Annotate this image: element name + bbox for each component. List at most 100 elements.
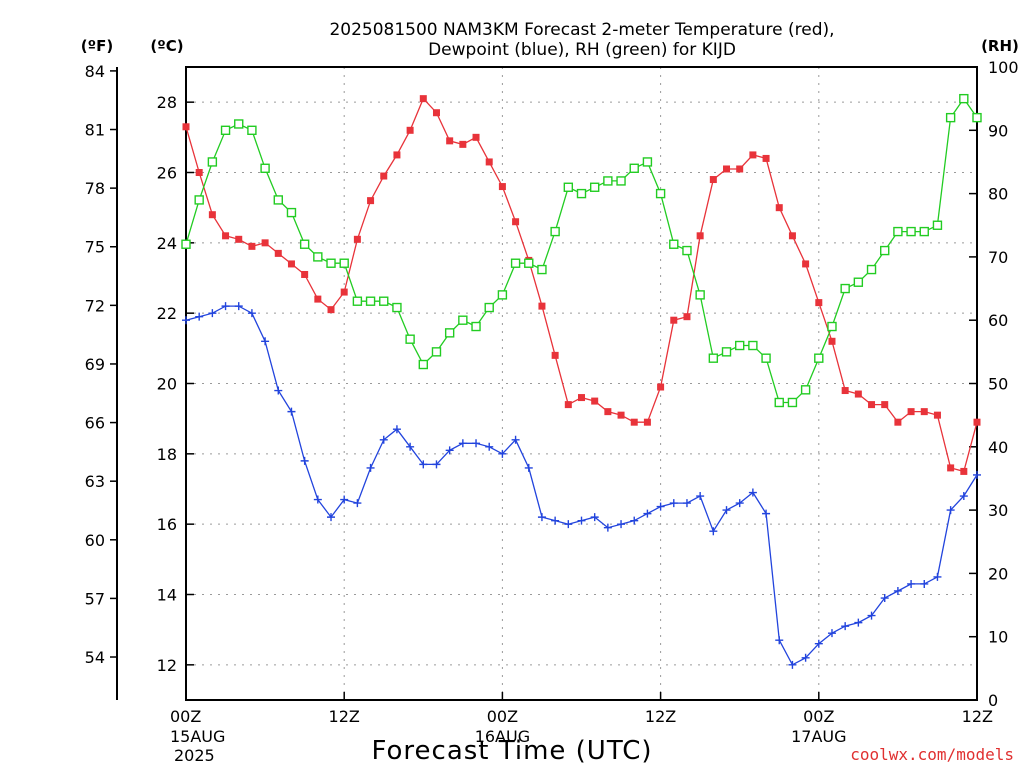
temperature-point-1 <box>195 169 203 176</box>
dewpoint-point-0 <box>182 316 190 325</box>
temperature-point-53 <box>881 401 889 409</box>
dewpoint-point-2 <box>208 309 217 318</box>
rh-tick-label-50: 50 <box>988 375 1008 394</box>
rh-point-4 <box>234 119 244 129</box>
rh-point-54 <box>893 226 903 237</box>
dewpoint-point-15 <box>379 435 388 444</box>
dewpoint-point-7 <box>274 386 283 395</box>
dewpoint-point-56 <box>920 579 929 588</box>
dewpoint-point-50 <box>841 622 850 631</box>
dewpoint-point-29 <box>564 520 573 529</box>
rh-point-2 <box>207 157 218 167</box>
rh-point-45 <box>774 397 784 408</box>
f-tick-label-60: 60 <box>85 531 105 550</box>
f-tick-label-69: 69 <box>85 355 105 374</box>
rh-tick-label-80: 80 <box>988 185 1008 204</box>
f-tick-label-54: 54 <box>85 648 105 667</box>
chart-title-line1: 2025081500 NAM3KM Forecast 2-meter Tempe… <box>329 20 834 40</box>
rh-point-35 <box>642 157 653 167</box>
dewpoint-point-53 <box>880 594 889 603</box>
rh-tick-label-70: 70 <box>988 248 1008 267</box>
dewpoint-point-31 <box>590 513 599 522</box>
temperature-point-21 <box>459 140 467 148</box>
dewpoint-point-28 <box>551 516 560 525</box>
temperature-point-33 <box>617 411 625 419</box>
rh-point-11 <box>326 258 336 268</box>
dewpoint-point-11 <box>327 513 336 522</box>
rh-point-51 <box>853 277 864 287</box>
rh-point-56 <box>919 226 929 237</box>
temperature-point-13 <box>353 235 361 243</box>
temperature-point-43 <box>749 151 757 159</box>
temperature-point-0 <box>182 123 190 131</box>
rh-point-30 <box>576 188 587 199</box>
temperature-point-15 <box>380 172 388 180</box>
rh-point-5 <box>247 125 257 136</box>
dewpoint-point-39 <box>696 492 705 501</box>
grid-lines <box>186 67 977 700</box>
temperature-point-48 <box>815 299 823 307</box>
f-tick-label-72: 72 <box>85 296 105 315</box>
dewpoint-point-23 <box>485 442 494 451</box>
temperature-point-11 <box>327 306 335 314</box>
temperature-point-24 <box>498 183 506 191</box>
rh-point-40 <box>708 353 719 363</box>
dewpoint-point-59 <box>959 492 968 501</box>
temperature-point-8 <box>287 260 295 268</box>
dewpoint-point-27 <box>537 513 546 522</box>
dewpoint-point-24 <box>498 449 507 458</box>
dewpoint-point-34 <box>630 516 639 525</box>
c-tick-label-22: 22 <box>157 304 177 323</box>
rh-point-36 <box>655 188 666 199</box>
temperature-point-39 <box>696 232 704 240</box>
x-tick-label-24: 00Z <box>487 707 518 726</box>
temperature-point-23 <box>485 158 493 166</box>
temperature-point-31 <box>591 397 599 405</box>
dewpoint-point-33 <box>617 520 626 529</box>
temperature-point-40 <box>709 176 717 184</box>
dewpoint-point-47 <box>801 653 810 662</box>
dewpoint-point-19 <box>432 460 441 469</box>
temperature-point-54 <box>894 418 902 426</box>
c-tick-label-28: 28 <box>157 93 177 112</box>
dewpoint-point-38 <box>682 499 691 508</box>
unit-label-rh: (RH) <box>981 37 1019 55</box>
dewpoint-point-40 <box>709 527 718 536</box>
dewpoint-point-45 <box>775 636 784 645</box>
f-tick-label-81: 81 <box>85 121 105 140</box>
rh-point-25 <box>510 258 521 268</box>
x-tick-label-60: 12Z <box>962 707 993 726</box>
rh-point-27 <box>537 264 547 275</box>
temperature-point-29 <box>564 401 572 409</box>
temperature-point-47 <box>802 260 810 268</box>
credit-label: coolwx.com/models <box>850 745 1014 764</box>
dewpoint-point-1 <box>195 312 204 321</box>
rh-tick-label-60: 60 <box>988 311 1008 330</box>
chart-title-line2: Dewpoint (blue), RH (green) for KIJD <box>428 40 736 60</box>
temperature-point-49 <box>828 337 836 345</box>
rh-tick-label-0: 0 <box>988 691 998 710</box>
dewpoint-point-4 <box>234 302 243 311</box>
rh-tick-label-100: 100 <box>988 58 1019 77</box>
rh-point-41 <box>721 347 732 357</box>
dewpoint-point-60 <box>973 470 981 479</box>
dewpoint-point-42 <box>735 499 744 508</box>
temperature-point-2 <box>208 211 216 219</box>
dewpoint-point-20 <box>445 446 454 455</box>
dewpoint-point-58 <box>946 506 955 515</box>
rh-point-42 <box>735 340 745 351</box>
x-tick-date-48: 17AUG <box>791 727 846 746</box>
rh-point-53 <box>880 245 890 256</box>
temperature-point-27 <box>538 302 546 310</box>
temperature-point-55 <box>907 408 915 416</box>
f-tick-label-63: 63 <box>85 472 105 491</box>
x-tick-date-24: 16AUG <box>475 727 530 746</box>
temperature-point-7 <box>274 249 282 257</box>
rh-point-22 <box>471 321 481 332</box>
rh-point-28 <box>550 226 560 237</box>
rh-point-37 <box>669 239 679 249</box>
temperature-point-4 <box>235 235 243 243</box>
temperature-point-46 <box>788 232 796 240</box>
rh-tick-label-40: 40 <box>988 438 1008 457</box>
